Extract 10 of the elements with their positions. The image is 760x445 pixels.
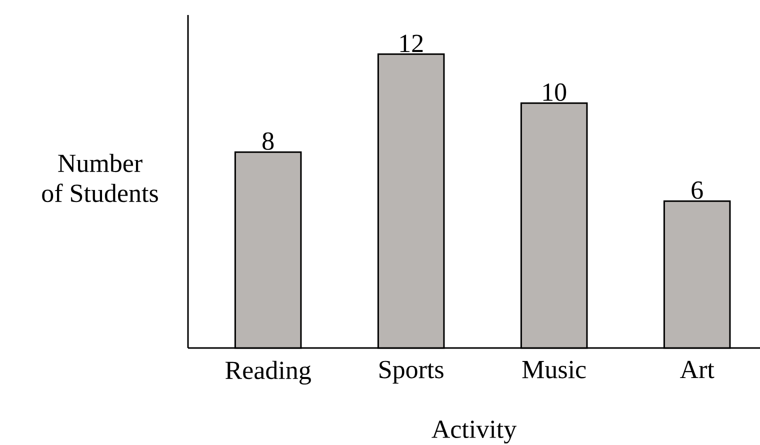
data-label: 6 — [692, 181, 703, 199]
x-axis-title: Activity — [432, 420, 517, 444]
x-tick-label: Reading — [226, 360, 311, 385]
data-label: 10 — [543, 83, 566, 101]
data-label: 12 — [400, 34, 423, 52]
y-axis-title: Number of Students — [42, 154, 158, 202]
x-tick-label: Music — [522, 360, 586, 378]
x-tick-label: Sports — [380, 360, 444, 384]
x-tick-label: Art — [680, 360, 714, 378]
data-label: 8 — [262, 132, 274, 150]
